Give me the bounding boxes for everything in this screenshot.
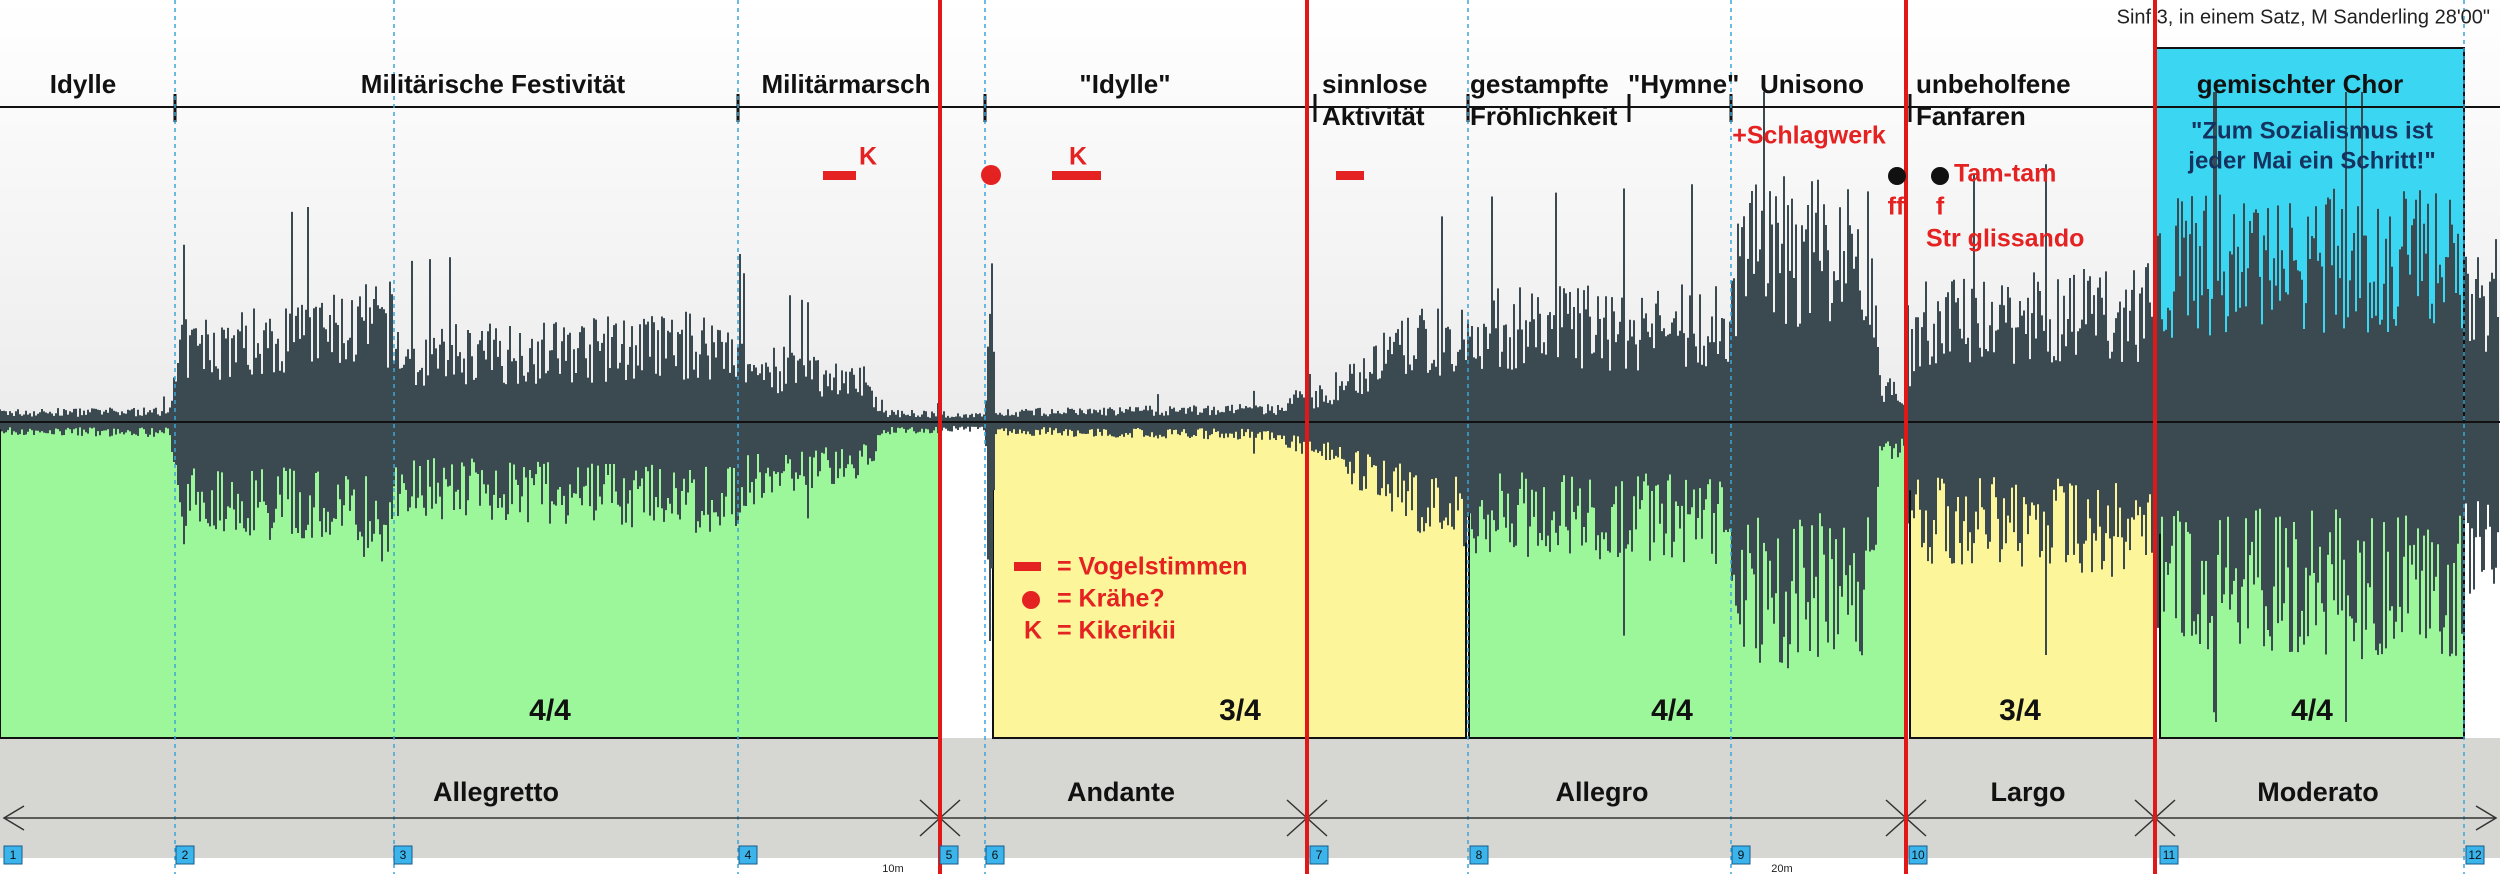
marker-label: 6 [992,848,999,862]
tempo: Moderato [2257,777,2379,807]
time-label: 20m [1771,863,1792,874]
marker-label: 3 [400,848,407,862]
tempo-band [0,738,2500,858]
marker-label: 10 [1911,848,1925,862]
marker-label: 9 [1738,848,1745,862]
section-label: Idylle [50,69,116,99]
tempo: Largo [1990,777,2065,807]
marker-label: 11 [2163,848,2176,862]
marker-box [1731,845,1751,865]
marker-label: 7 [1316,848,1323,862]
waveform [0,92,2499,722]
marker-label: 12 [2468,848,2482,862]
section-label: unbeholfene [1916,69,2071,99]
choir-quote: "Zum Sozialismus ist [2191,117,2433,144]
meter: 3/4 [1219,694,1261,727]
tempo: Allegro [1555,777,1648,807]
marker-box [2465,845,2485,865]
marker-box [1469,845,1489,865]
dashed-lines [174,0,2465,874]
marker-box [939,845,959,865]
symbols [823,165,1949,609]
annotation: K [859,143,877,171]
marker-box [985,845,1005,865]
marker-label: 4 [745,848,752,862]
choir-quote: jeder Mai ein Schritt!" [2187,147,2435,174]
annotation: f [1936,193,1945,221]
time-label: 10m [882,863,903,874]
tempo: Andante [1067,777,1175,807]
marker-label: 2 [182,848,189,862]
title: Sinf 3, in einem Satz, M Sanderling 28'0… [2117,6,2490,28]
section-label: Fröhlichkeit [1470,101,1618,131]
section-label: "Idylle" [1079,69,1170,99]
annotation: Str glissando [1926,225,2084,253]
marker-box [393,845,413,865]
section-label: "Hymne" [1628,69,1739,99]
meter: 4/4 [2291,694,2333,727]
marker-box [175,845,195,865]
meter: 3/4 [1999,694,2041,727]
meter: 4/4 [529,694,571,727]
marker-box [1908,845,1928,865]
marker-box [1309,845,1329,865]
section-label: Militärmarsch [761,69,930,99]
section-label: Aktivität [1322,101,1425,131]
marker-label: 1 [10,848,17,862]
section-label: gemischter Chor [2197,69,2404,99]
marker-box [738,845,758,865]
section-label: sinnlose [1322,69,1427,99]
section-label: gestampfte [1470,69,1609,99]
annotation: +Schlagwerk [1732,122,1886,150]
marker-label: 8 [1476,848,1483,862]
annotation: ff [1888,193,1905,221]
tempo: Allegretto [433,777,559,807]
legend-text: = Kikerikii [1057,617,1176,645]
section-label: Unisono [1760,69,1864,99]
legend-symbol: K [1024,617,1042,645]
red-lines [938,0,2157,874]
annotation: K [1069,143,1087,171]
marker-box [2159,845,2179,865]
section-label: Militärische Festivität [361,69,626,99]
marker-box [3,845,23,865]
annotation: Tam-tam [1954,160,2056,188]
section-label: Fanfaren [1916,101,2026,131]
legend-text: = Krähe? [1057,585,1165,613]
meter: 4/4 [1651,694,1693,727]
legend-text: = Vogelstimmen [1057,553,1248,581]
marker-label: 5 [946,848,953,862]
